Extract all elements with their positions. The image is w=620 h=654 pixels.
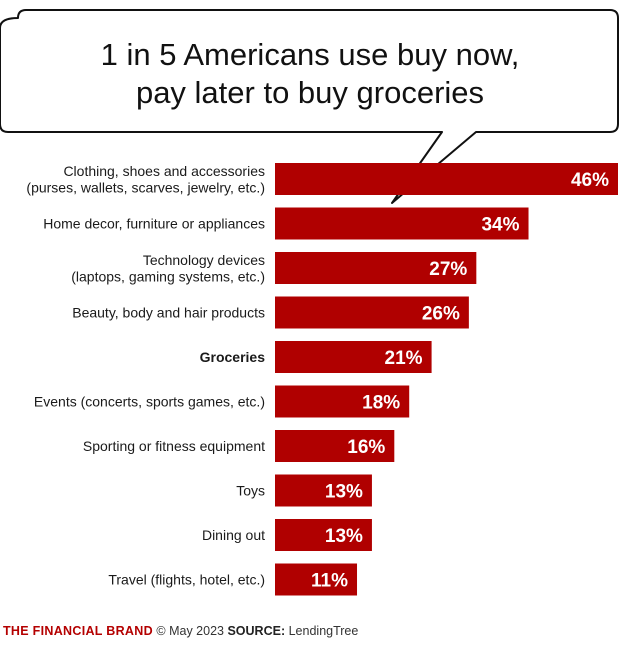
bar-value-label: 46% (571, 170, 609, 191)
chart-title-line-1: 1 in 5 Americans use buy now, (100, 37, 520, 72)
bar-value-label: 13% (325, 482, 363, 503)
bar-value-label: 26% (422, 304, 460, 325)
footer-brand: THE FINANCIAL BRAND (3, 624, 153, 638)
footer-copyright: © May 2023 (156, 624, 224, 638)
category-label: Dining out (202, 527, 265, 543)
bar-value-label: 13% (325, 526, 363, 547)
chart-title: 1 in 5 Americans use buy now, pay later … (10, 36, 610, 112)
category-label: Beauty, body and hair products (72, 305, 265, 321)
bar-value-label: 11% (311, 571, 348, 592)
bar (275, 163, 618, 195)
category-label: (purses, wallets, scarves, jewelry, etc.… (26, 179, 265, 195)
speech-bubble-outline (0, 9, 619, 204)
bar-value-label: 27% (429, 259, 467, 280)
bar (275, 207, 529, 240)
category-label: Events (concerts, sports games, etc.) (34, 394, 265, 410)
bar-value-label: 34% (481, 215, 519, 236)
bar (275, 296, 469, 329)
footer: THE FINANCIAL BRAND © May 2023 SOURCE: L… (3, 624, 358, 638)
bar (275, 474, 372, 507)
bar-value-label: 16% (347, 437, 385, 458)
bar (275, 385, 410, 418)
bar (275, 252, 477, 284)
category-label: Travel (flights, hotel, etc.) (108, 572, 265, 588)
bar (275, 563, 358, 596)
bar (275, 519, 372, 551)
category-label: (laptops, gaming systems, etc.) (71, 268, 265, 284)
footer-source-label: SOURCE: (227, 624, 286, 638)
bar-value-label: 21% (385, 348, 423, 369)
bar-value-label: 18% (362, 393, 400, 414)
category-label: Technology devices (143, 252, 265, 268)
category-label: Sporting or fitness equipment (83, 438, 265, 454)
chart-title-line-2: pay later to buy groceries (135, 75, 485, 110)
bar (275, 430, 395, 462)
category-label: Toys (236, 483, 265, 499)
footer-source: LendingTree (288, 624, 359, 638)
category-label: Clothing, shoes and accessories (63, 163, 265, 179)
bar (275, 341, 432, 373)
category-label: Home decor, furniture or appliances (43, 216, 265, 232)
category-label: Groceries (200, 349, 266, 365)
